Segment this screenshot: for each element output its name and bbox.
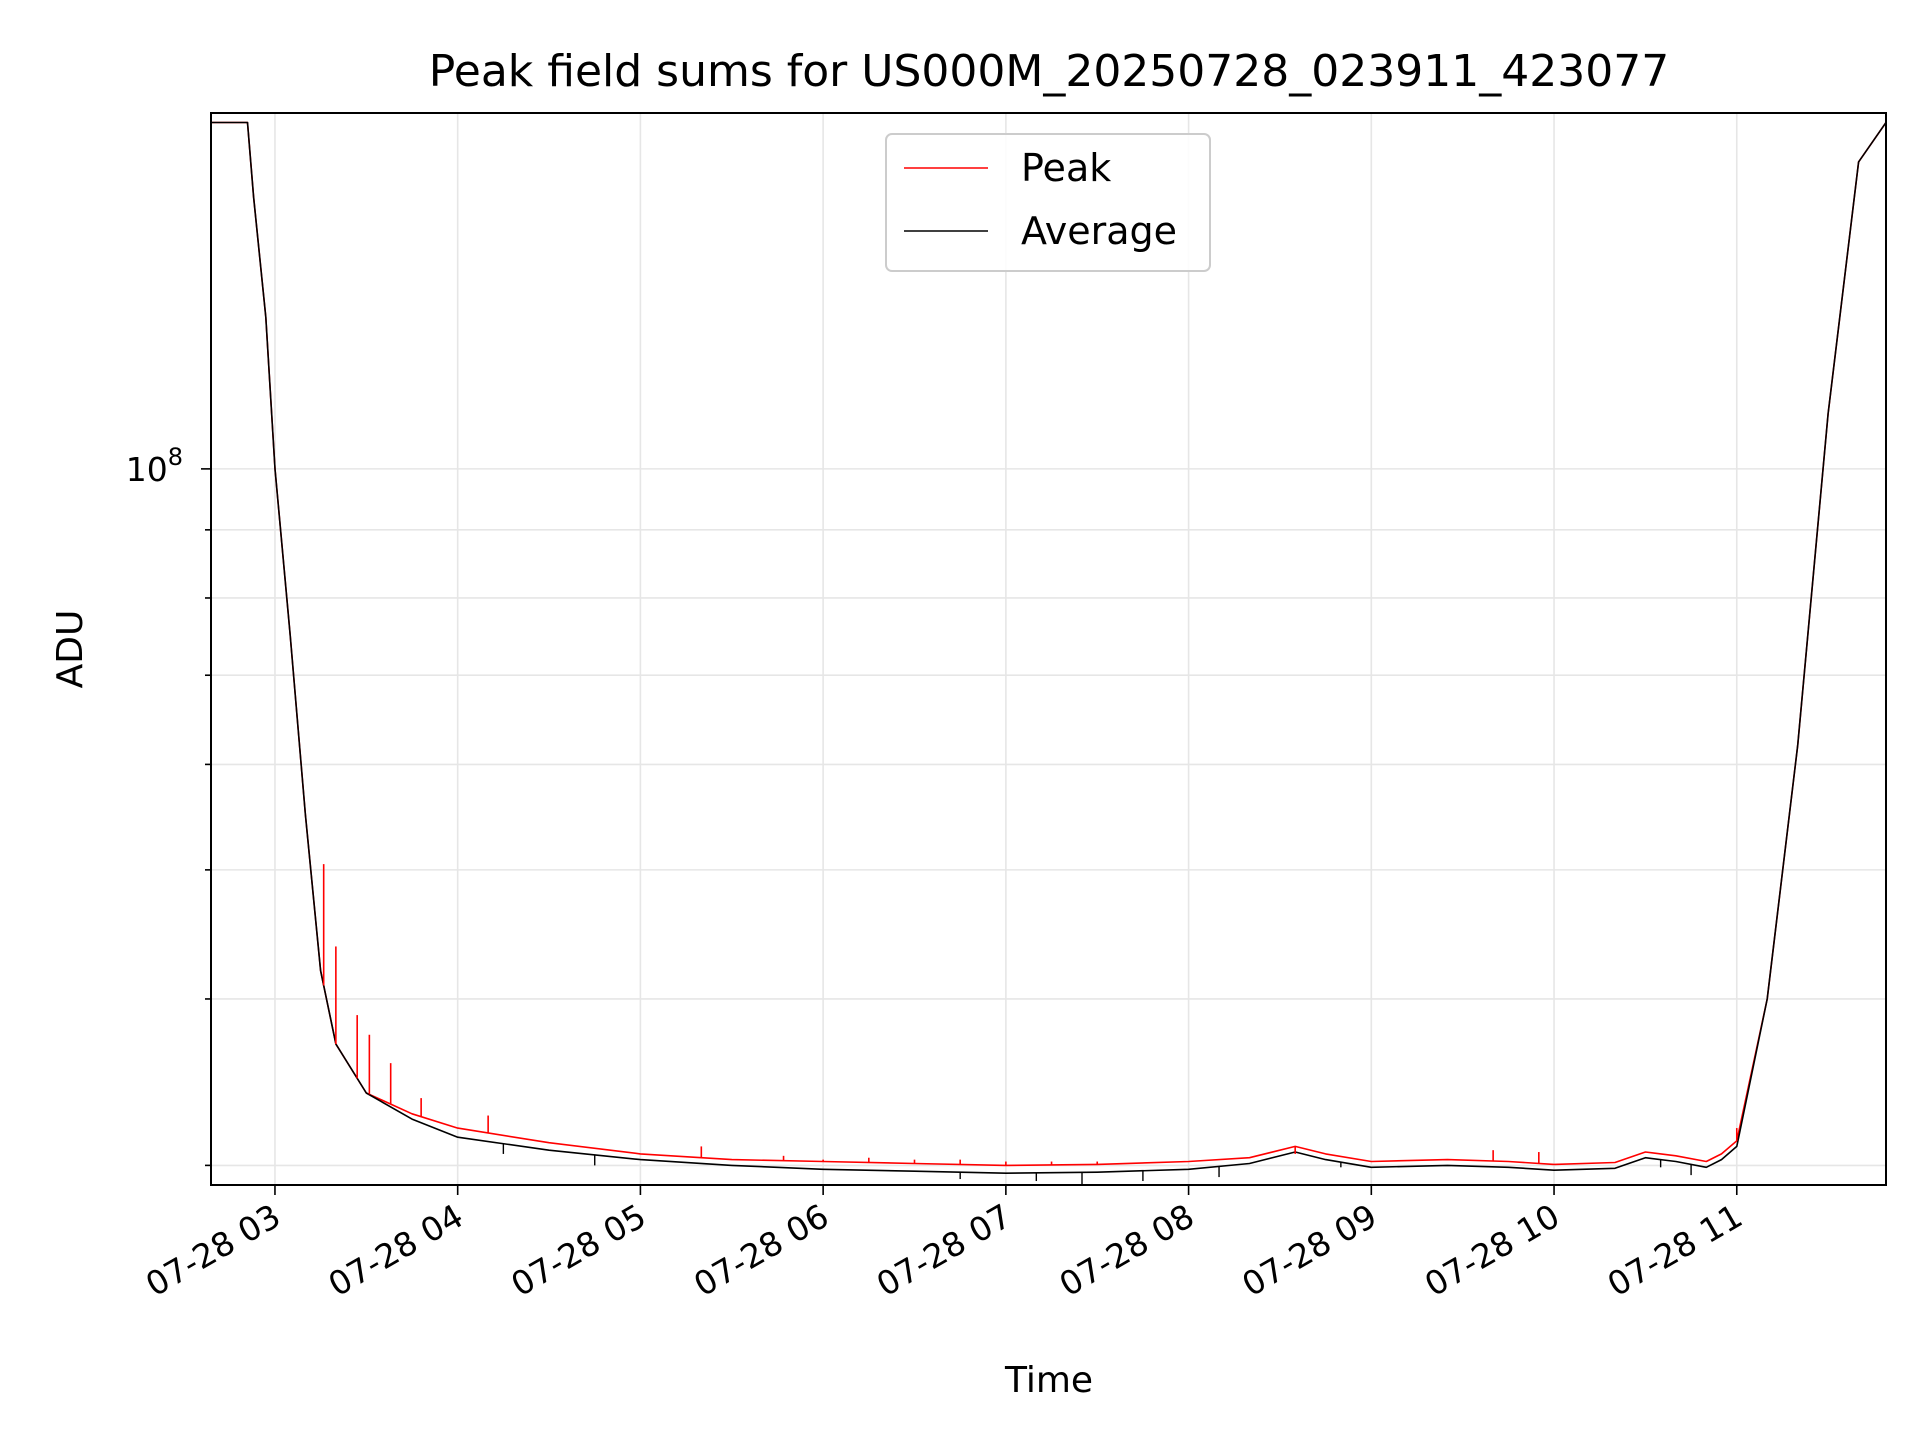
x-tick-label: 07-28 10 <box>1418 1196 1566 1304</box>
plot-frame <box>210 112 1887 1186</box>
chart-title: Peak field sums for US000M_20250728_0239… <box>429 46 1669 97</box>
average-series-line <box>211 121 1887 1174</box>
x-tick-label: 07-28 08 <box>1053 1196 1201 1304</box>
grid-layer <box>211 113 1886 1185</box>
x-tick-label: 07-28 06 <box>687 1196 835 1304</box>
ticks-layer: 108 07-28 03 07-28 04 07-28 05 07-28 06 07-28… <box>126 443 1749 1304</box>
legend: Peak Average <box>885 133 1211 272</box>
x-tick-label: 07-28 03 <box>139 1196 287 1304</box>
legend-label-peak: Peak <box>1021 146 1111 190</box>
x-tick-label: 07-28 04 <box>322 1196 470 1304</box>
series-layer <box>211 121 1887 1185</box>
peak-series-line <box>211 121 1887 1167</box>
x-tick-label: 07-28 11 <box>1601 1196 1749 1304</box>
x-tick-label: 07-28 07 <box>870 1196 1018 1304</box>
legend-label-average: Average <box>1021 209 1177 253</box>
y-tick-label: 108 <box>126 443 183 489</box>
x-tick-label: 07-28 05 <box>504 1196 652 1304</box>
x-tick-label: 07-28 09 <box>1235 1196 1383 1304</box>
y-axis-label: ADU <box>50 610 91 689</box>
x-axis-label: Time <box>1004 1360 1093 1401</box>
